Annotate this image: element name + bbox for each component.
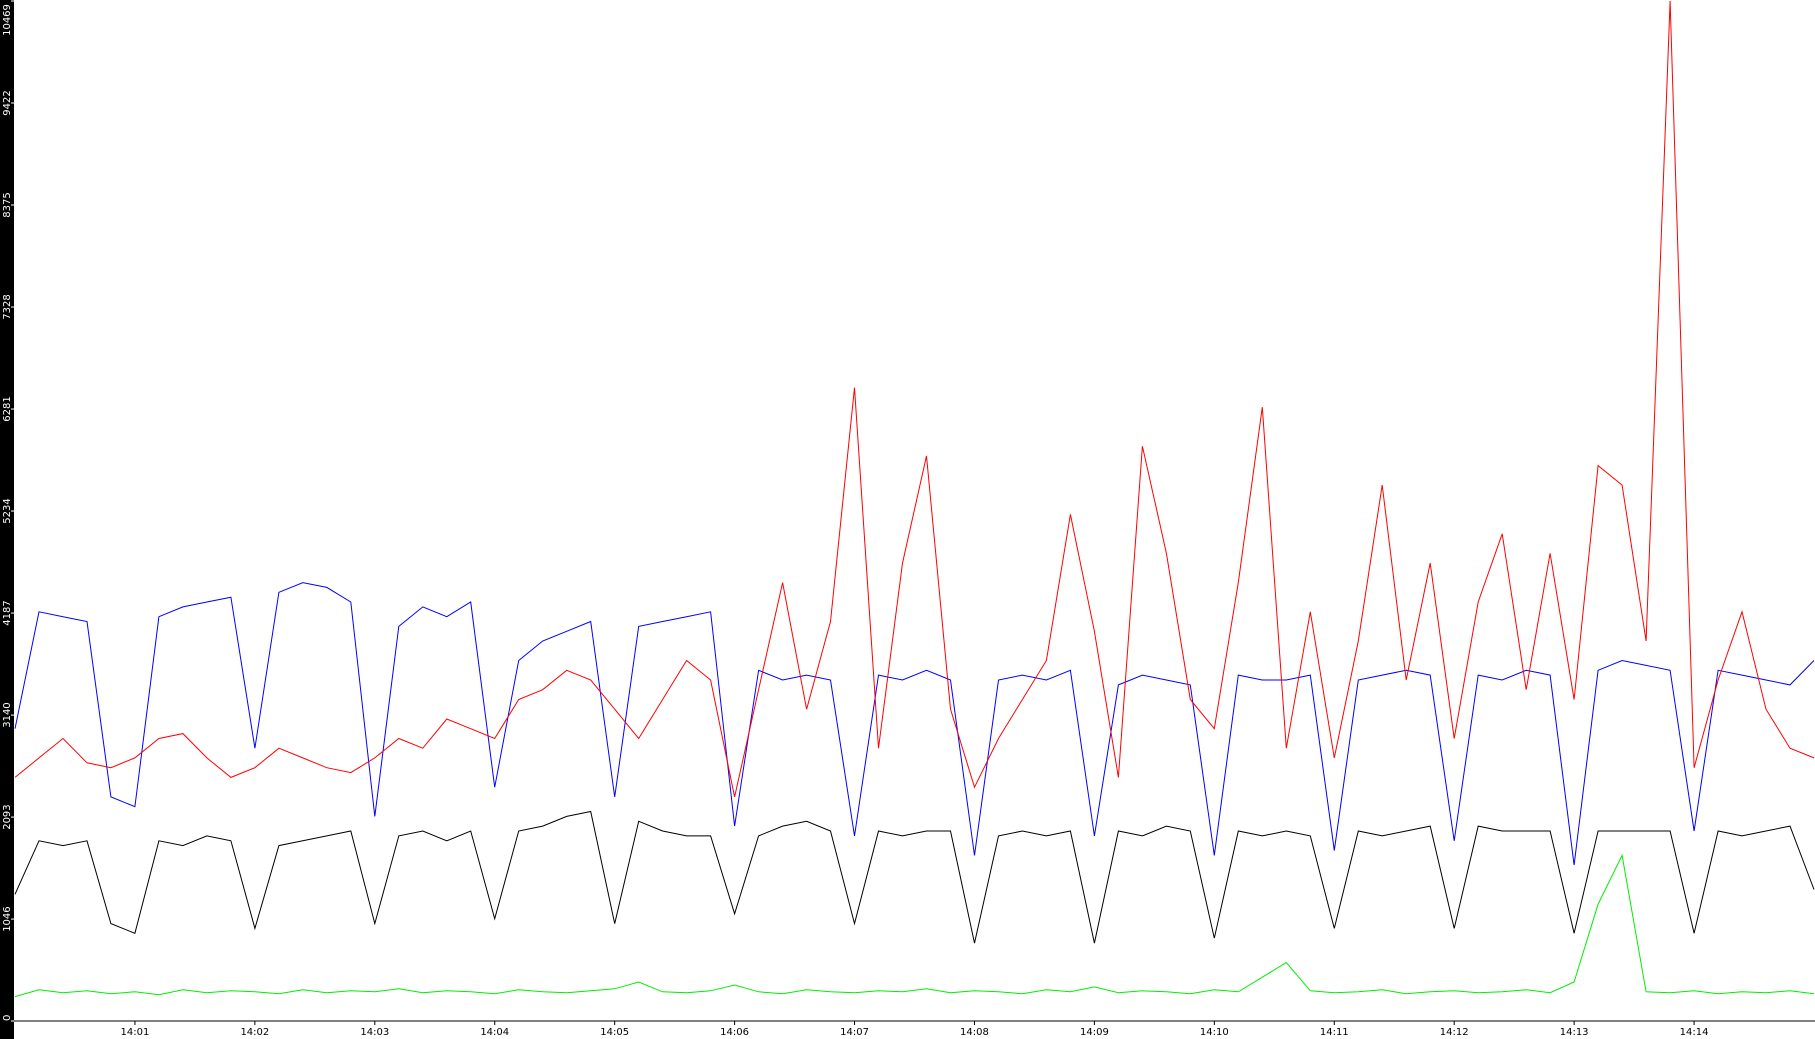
y-tick-label: 5234 [2, 498, 13, 523]
y-axis-strip [0, 0, 14, 1039]
x-tick-label: 14:12 [1440, 1027, 1469, 1038]
x-tick-label: 14:07 [840, 1027, 869, 1038]
x-tick-label: 14:11 [1320, 1027, 1349, 1038]
y-tick-label: 6281 [2, 396, 13, 421]
y-tick-label: 2093 [2, 804, 13, 829]
x-tick-label: 14:02 [240, 1027, 269, 1038]
series-line [14, 0, 1815, 798]
x-tick-label: 14:13 [1560, 1027, 1589, 1038]
y-tick-label: 8375 [2, 192, 13, 217]
x-tick-label: 14:05 [600, 1027, 629, 1038]
series-line [14, 582, 1815, 866]
y-tick-label: 1046 [2, 906, 13, 931]
series-line [14, 810, 1815, 944]
y-tick-label: 0 [2, 1015, 13, 1021]
y-tick-label: 3140 [2, 702, 13, 727]
series-line [14, 853, 1815, 998]
x-tick-label: 14:09 [1080, 1027, 1109, 1038]
x-tick-label: 14:14 [1680, 1027, 1709, 1038]
x-tick-label: 14:06 [720, 1027, 749, 1038]
x-tick-label: 14:04 [480, 1027, 509, 1038]
y-tick-label: 9422 [2, 90, 13, 115]
x-tick-label: 14:03 [360, 1027, 389, 1038]
y-tick-label: 7328 [2, 294, 13, 319]
x-tick-label: 14:10 [1200, 1027, 1229, 1038]
y-tick-label: 10469 [2, 4, 13, 36]
x-tick-label: 14:01 [121, 1027, 150, 1038]
y-tick-label: 4187 [2, 600, 13, 625]
x-tick-label: 14:08 [960, 1027, 989, 1038]
